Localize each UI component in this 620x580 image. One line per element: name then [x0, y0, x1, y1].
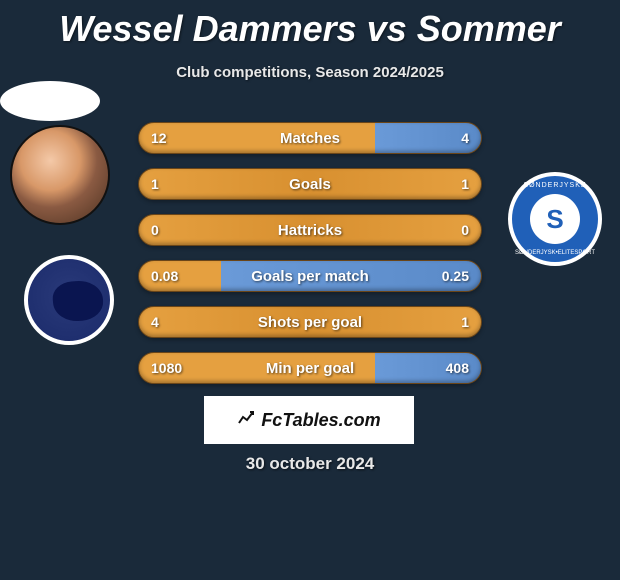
stat-right-value: 0: [461, 222, 469, 238]
stat-row: 12Matches4: [138, 122, 482, 154]
stat-label: Min per goal: [139, 360, 481, 377]
stat-left-value: 1080: [151, 360, 182, 376]
stat-left-value: 0.08: [151, 268, 178, 284]
stat-label: Goals per match: [139, 268, 481, 285]
crest-right-text-bottom: SØNDERJYSK•ELITESPORT: [515, 250, 595, 256]
page-title: Wessel Dammers vs Sommer: [0, 0, 620, 50]
logo-text: FcTables.com: [261, 410, 380, 431]
stat-right-value: 408: [446, 360, 469, 376]
club-left-crest: [24, 255, 114, 345]
stat-row: 1Goals1: [138, 168, 482, 200]
club-right-crest: SØNDERJYSKE S SØNDERJYSK•ELITESPORT: [508, 172, 602, 266]
stat-right-value: 0.25: [442, 268, 469, 284]
stats-container: 12Matches41Goals10Hattricks00.08Goals pe…: [138, 122, 482, 398]
date-label: 30 october 2024: [0, 454, 620, 474]
stat-label: Hattricks: [139, 222, 481, 239]
stat-row: 4Shots per goal1: [138, 306, 482, 338]
stat-label: Goals: [139, 176, 481, 193]
player-left-avatar: [10, 125, 110, 225]
fctables-logo: FcTables.com: [204, 396, 414, 444]
stat-right-value: 1: [461, 176, 469, 192]
stat-left-value: 0: [151, 222, 159, 238]
stat-row: 0.08Goals per match0.25: [138, 260, 482, 292]
stat-row: 0Hattricks0: [138, 214, 482, 246]
logo-icon: [237, 409, 255, 432]
stat-label: Matches: [139, 130, 481, 147]
crest-right-text-top: SØNDERJYSKE: [523, 182, 586, 189]
stat-right-value: 4: [461, 130, 469, 146]
stat-right-value: 1: [461, 314, 469, 330]
stat-label: Shots per goal: [139, 314, 481, 331]
stat-left-value: 1: [151, 176, 159, 192]
player-right-avatar: [0, 81, 100, 121]
stat-left-value: 4: [151, 314, 159, 330]
stat-left-value: 12: [151, 130, 167, 146]
subtitle: Club competitions, Season 2024/2025: [0, 64, 620, 81]
stat-row: 1080Min per goal408: [138, 352, 482, 384]
crest-right-letter: S: [530, 194, 580, 244]
